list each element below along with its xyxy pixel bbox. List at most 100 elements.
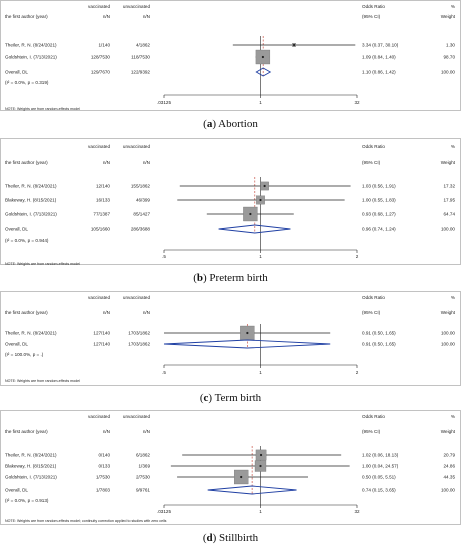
forest-plot-b: vaccinated unvaccinated Odds Ratio% the fir… — [0, 138, 461, 266]
header-percent: % — [451, 144, 455, 149]
header-author: the first author (year) — [5, 14, 48, 19]
study-weight: 24.86 — [444, 464, 456, 469]
study-or-ci: 1.03 (0.56, 1.91) — [362, 184, 396, 189]
overall-n1: 1/7803 — [96, 488, 110, 493]
footnote: NOTE: Weights are from random-effects mo… — [5, 379, 80, 383]
study-or-ci: 1.09 (0.84, 1.40) — [362, 55, 396, 60]
header-weight: Weight — [441, 429, 456, 434]
x-tick-label: 1 — [259, 370, 262, 375]
header-ci: (95% CI) — [362, 310, 381, 315]
header-n2: n/N — [143, 14, 150, 19]
overall-weight: 100.00 — [441, 227, 455, 232]
study-point — [259, 464, 262, 468]
study-weight: 17.95 — [444, 198, 456, 203]
header-vaccinated: vaccinated — [88, 295, 110, 300]
overall-weight: 100.00 — [441, 70, 455, 75]
header-ci: (95% CI) — [362, 14, 381, 19]
header-vaccinated: vaccinated — [88, 414, 110, 419]
study-or-ci: 3.34 (0.37, 30.10) — [362, 43, 399, 48]
forest-plot-c-svg: vaccinated unvaccinated Odds Ratio % the fir… — [0, 291, 461, 386]
heterogeneity: (I² = 0.0%, p = 0.944) — [5, 238, 49, 243]
study-n2: 46/399 — [136, 198, 150, 203]
study-point — [240, 475, 243, 479]
header-n1: n/N — [103, 310, 110, 315]
study-n1: 0/140 — [99, 453, 111, 458]
overall-diamond — [163, 339, 331, 349]
header-n1: n/N — [103, 160, 110, 165]
study-n1: 1/140 — [99, 43, 111, 48]
study-weight: 1.30 — [446, 43, 455, 48]
header-vaccinated: vaccinated — [88, 144, 110, 149]
heterogeneity: (I² = 0.0%, p = 0.913) — [5, 498, 49, 503]
study-label: Theiler, R. N. (8/24/2021) — [5, 184, 57, 189]
caption-a: (a) Abortion — [203, 118, 258, 130]
overall-weight: 100.00 — [441, 488, 455, 493]
header-weight: Weight — [441, 310, 456, 315]
x-tick-label: 2 — [356, 254, 359, 259]
x-tick-label: 2 — [356, 370, 359, 375]
study-n1: 0/133 — [99, 464, 111, 469]
x-tick-label: 32 — [354, 509, 360, 514]
x-tick-label: .5 — [162, 370, 166, 375]
header-odds-ratio: Odds Ratio — [362, 295, 385, 300]
study-or-ci: 0.91 (0.50, 1.65) — [362, 331, 396, 336]
study-n2: 118/7530 — [131, 55, 150, 60]
header-n1: n/N — [103, 14, 110, 19]
study-n2: 155/1862 — [131, 184, 151, 189]
overall-or-ci: 0.96 (0.74, 1.24) — [362, 227, 396, 232]
caption-d: (d) Stillbirth — [202, 532, 259, 544]
study-point — [263, 184, 266, 188]
x-tick-label: 32 — [354, 100, 360, 105]
header-n2: n/N — [143, 429, 150, 434]
x-tick-label: .5 — [162, 254, 166, 259]
forest-plot-a-svg: vaccinated unvaccinated Odds Ratio % the fir… — [0, 0, 461, 111]
study-n1: 77/1387 — [93, 212, 110, 217]
header-ci: (95% CI) — [362, 429, 381, 434]
overall-or-ci: 1.10 (0.86, 1.42) — [362, 70, 396, 75]
study-or-ci: 1.00 (0.04, 24.57) — [362, 464, 399, 469]
study-n2: 6/1862 — [136, 453, 150, 458]
study-n2: 1703/1862 — [128, 331, 150, 336]
study-point — [246, 331, 249, 335]
overall-diamond — [207, 485, 297, 495]
header-percent: % — [451, 295, 455, 300]
header-n2: n/N — [143, 310, 150, 315]
study-n1: 127/140 — [93, 331, 110, 336]
study-n1: 128/7530 — [91, 55, 111, 60]
study-point — [249, 212, 252, 216]
overall-n2: 1703/1862 — [128, 342, 150, 347]
header-author: the first author (year) — [5, 160, 48, 165]
study-n2: 85/1427 — [133, 212, 150, 217]
forest-plot-a: vaccinated unvaccinated Odds Ratio% the fir… — [0, 0, 461, 112]
x-tick-label: 1 — [259, 509, 262, 514]
overall-label: Overall, DL — [5, 342, 28, 347]
overall-diamond — [218, 224, 291, 234]
study-weight: 17.32 — [444, 184, 456, 189]
study-weight: 44.35 — [444, 475, 456, 480]
study-point — [292, 43, 296, 47]
overall-label: Overall, DL — [5, 227, 28, 232]
footnote: NOTE: Weights are from random-effects mo… — [5, 262, 80, 266]
overall-n2: 9/9761 — [136, 488, 150, 493]
header-ci: (95% CI) — [362, 160, 381, 165]
caption-b: (b) Preterm birth — [193, 272, 268, 284]
study-n1: 1/7530 — [96, 475, 110, 480]
header-n2: n/N — [143, 160, 150, 165]
study-label: Theiler, R. N. (8/24/2021) — [5, 43, 57, 48]
overall-label: Overall, DL — [5, 70, 28, 75]
overall-n2: 286/3688 — [131, 227, 151, 232]
study-n2: 4/1862 — [136, 43, 150, 48]
study-label: Goldshtein, I. (7/13/2021) — [5, 475, 57, 480]
x-tick-label: 1 — [259, 100, 262, 105]
study-label: Goldshtein, I. (7/13/2021) — [5, 212, 57, 217]
header-odds-ratio: Odds Ratio — [362, 144, 385, 149]
header-vaccinated: vaccinated — [88, 4, 110, 9]
overall-diamond — [255, 67, 272, 77]
study-label: Blakeway, H. (8/15/2021) — [5, 198, 57, 203]
header-author: the first author (year) — [5, 310, 48, 315]
forest-plot-b-svg: vaccinated unvaccinated Odds Ratio % the fir… — [0, 138, 461, 266]
overall-n1: 127/140 — [93, 342, 110, 347]
forest-plot-c: vaccinated unvaccinated Odds Ratio% the fir… — [0, 291, 461, 387]
header-weight: Weight — [441, 160, 456, 165]
header-unvaccinated: unvaccinated — [123, 295, 151, 300]
